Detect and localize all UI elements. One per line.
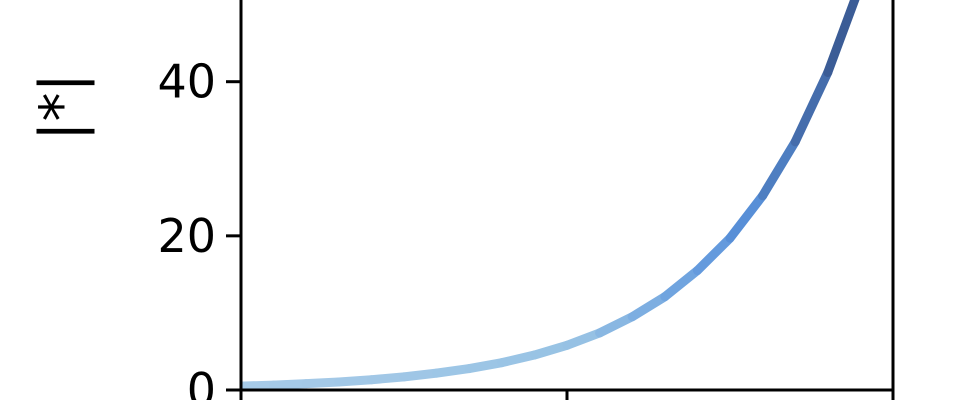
line-segment — [334, 375, 376, 387]
line-segment — [790, 67, 833, 147]
line-segment — [660, 266, 702, 302]
line-segment — [366, 372, 409, 385]
line-segment — [464, 358, 507, 374]
y-tick-label: 0 — [187, 363, 216, 400]
line-segment — [399, 368, 442, 382]
line-segment — [241, 380, 279, 390]
line-segment — [529, 340, 572, 360]
line-segment — [692, 233, 735, 276]
line-segment — [562, 328, 605, 350]
series-line — [241, 0, 860, 390]
y-tick-label: 40 — [157, 55, 216, 109]
line-segment — [432, 364, 474, 378]
y-tick-label: 20 — [157, 209, 216, 263]
line-segment — [627, 292, 670, 322]
line-segment — [758, 137, 800, 201]
line-segment — [595, 312, 637, 338]
line-segment — [497, 350, 539, 368]
y-axis-label: |*| — [27, 73, 95, 141]
line-segment — [301, 377, 344, 389]
line-segment — [725, 191, 768, 243]
line-segment — [269, 379, 311, 390]
line-segment — [823, 0, 860, 77]
